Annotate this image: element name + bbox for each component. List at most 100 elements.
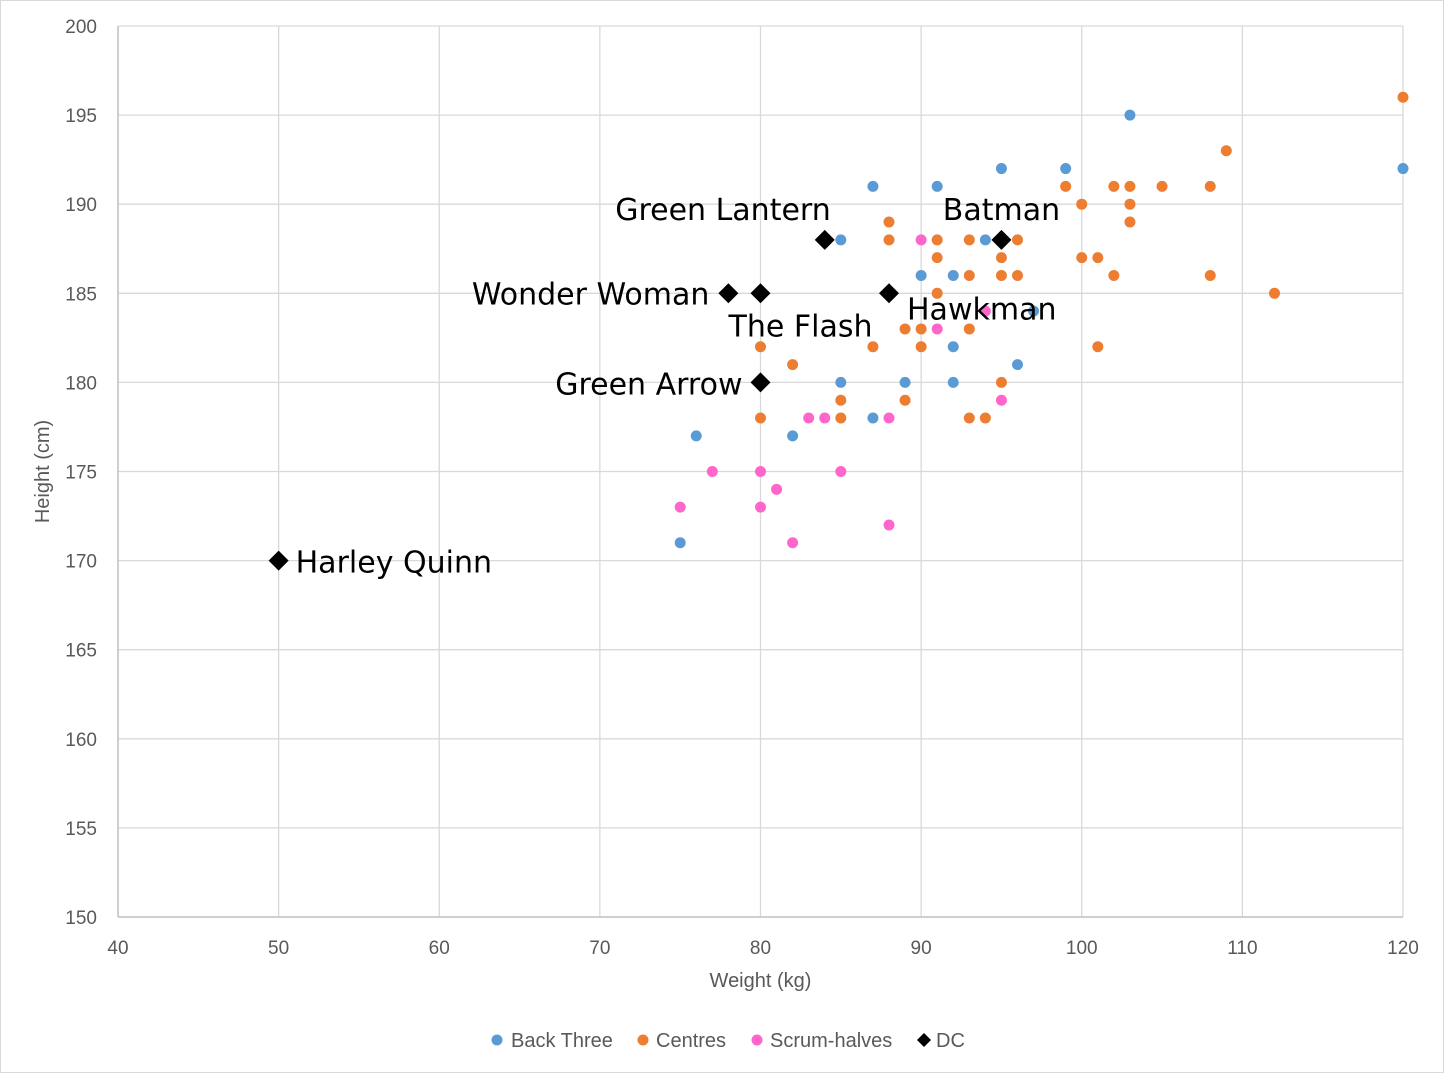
legend-label-scrum-halves: Scrum-halves (770, 1030, 892, 1052)
centres-point (931, 234, 943, 246)
back-three-point (867, 180, 879, 192)
dc-point (268, 550, 289, 571)
centres-point (995, 376, 1007, 388)
centres-point (1012, 269, 1023, 281)
legend-marker-back-three (491, 1034, 503, 1046)
y-tick-label: 160 (65, 730, 97, 751)
scrum-halves-point (803, 412, 815, 424)
back-three-point (867, 412, 879, 424)
centres-point (1204, 269, 1216, 281)
dc-annotation-label: Hawkman (907, 292, 1056, 327)
back-three-point (1060, 163, 1072, 175)
dc-annotation-label: The Flash (728, 309, 873, 344)
scrum-halves-point (755, 466, 766, 477)
scrum-halves-point (979, 305, 991, 317)
y-tick-label: 150 (65, 908, 97, 929)
y-tick-label: 170 (65, 552, 97, 573)
back-three-point (835, 234, 847, 246)
back-three-point (979, 234, 991, 246)
centres-point (1124, 216, 1136, 228)
scrum-halves-point (835, 466, 847, 477)
scrum-halves-point (883, 519, 895, 531)
scrum-halves-point (755, 501, 766, 513)
scrum-halves-point (883, 412, 895, 424)
x-tick-label: 80 (750, 938, 771, 959)
back-three-point (995, 163, 1007, 175)
centres-point (1092, 252, 1104, 264)
back-three-point (947, 341, 959, 353)
centres-point (1124, 198, 1136, 210)
back-three-point (1397, 163, 1409, 175)
centres-point (899, 394, 911, 406)
centres-point (1012, 234, 1023, 246)
back-three-point (1012, 359, 1023, 371)
back-three-point (835, 376, 847, 388)
centres-point (867, 341, 879, 353)
centres-point (1108, 180, 1120, 192)
y-tick-label: 185 (65, 284, 97, 305)
scrum-halves-point (995, 394, 1007, 406)
y-tick-label: 200 (65, 17, 97, 38)
x-tick-label: 100 (1066, 938, 1098, 959)
back-three-point (787, 430, 799, 442)
centres-point (883, 216, 895, 228)
centres-point (995, 269, 1007, 281)
centres-point (995, 252, 1007, 264)
centres-point (915, 323, 927, 335)
dc-annotation-label: Batman (943, 193, 1060, 228)
centres-point (1156, 180, 1168, 192)
x-tick-label: 50 (268, 938, 289, 959)
dc-point (879, 283, 899, 304)
dc-point (991, 229, 1012, 250)
back-three-point (947, 376, 959, 388)
y-tick-label: 180 (65, 373, 97, 394)
back-three-point (1028, 305, 1040, 317)
back-three-point (947, 269, 959, 281)
y-tick-label: 155 (65, 819, 97, 840)
y-tick-label: 195 (65, 106, 97, 127)
x-tick-label: 110 (1227, 938, 1257, 959)
x-tick-label: 70 (589, 938, 610, 959)
legend-label-back-three: Back Three (511, 1030, 613, 1052)
plot-axes (117, 26, 1403, 918)
x-tick-label: 90 (911, 938, 932, 959)
centres-point (1204, 180, 1216, 192)
centres-point (931, 252, 943, 264)
back-three-point (931, 180, 943, 192)
x-axis-title: Weight (kg) (710, 970, 812, 992)
centres-point (963, 323, 975, 335)
scrum-halves-point (915, 234, 927, 246)
y-tick-label: 190 (65, 195, 97, 216)
x-tick-label: 40 (107, 938, 128, 959)
y-axis-title: Height (cm) (32, 420, 54, 523)
scrum-halves-point (819, 412, 831, 424)
x-tick-label: 120 (1387, 938, 1419, 959)
legend-marker-dc (917, 1033, 931, 1047)
centres-point (899, 323, 911, 335)
scrum-halves-point (931, 323, 943, 335)
y-tick-label: 175 (65, 463, 97, 484)
back-three-point (674, 537, 686, 549)
centres-point (787, 359, 799, 371)
back-three-point (1124, 109, 1136, 121)
centres-point (1220, 145, 1232, 157)
centres-point (931, 287, 943, 299)
centres-point (963, 412, 975, 424)
scrum-halves-point (787, 537, 799, 549)
legend-marker-scrum-halves (751, 1034, 763, 1046)
back-three-point (899, 376, 911, 388)
scrum-halves-point (674, 501, 686, 513)
legend-marker-centres (637, 1034, 649, 1046)
centres-point (883, 234, 895, 246)
centres-point (835, 412, 847, 424)
centres-point (1108, 269, 1120, 281)
scrum-halves-point (771, 483, 783, 495)
centres-point (1397, 91, 1409, 103)
dc-point (750, 283, 771, 304)
centres-point (1076, 198, 1088, 210)
back-three-point (915, 269, 927, 281)
dc-point (814, 229, 835, 250)
dc-point (750, 372, 771, 393)
